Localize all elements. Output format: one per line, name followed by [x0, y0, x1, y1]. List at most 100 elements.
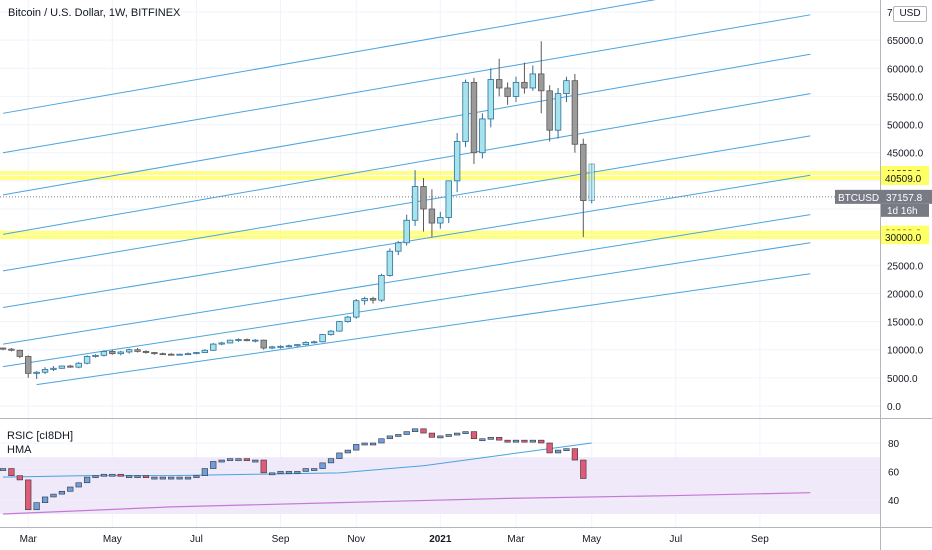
rsi-candle[interactable] [496, 437, 503, 441]
candle-body[interactable] [226, 339, 234, 344]
rsi-candle[interactable] [327, 458, 335, 464]
candle-body[interactable] [344, 316, 352, 322]
rsi-candle[interactable] [184, 476, 192, 480]
candle-body[interactable] [336, 321, 343, 332]
rsi-candle[interactable] [353, 444, 360, 451]
candle-body[interactable] [437, 217, 444, 224]
rsi-candle[interactable] [403, 431, 410, 435]
rsi-candle[interactable] [420, 428, 427, 434]
candle-body[interactable] [310, 341, 318, 344]
candle-body[interactable] [243, 339, 251, 342]
candle-body[interactable] [92, 354, 99, 357]
candle-body[interactable] [495, 79, 503, 89]
rsi-candle[interactable] [311, 468, 318, 471]
candle-body[interactable] [353, 300, 360, 318]
rsi-candle[interactable] [58, 490, 65, 495]
rsi-candle[interactable] [571, 448, 578, 461]
candle-body[interactable] [210, 343, 217, 351]
rsi-candle[interactable] [126, 475, 133, 478]
rsi-candle[interactable] [395, 434, 402, 437]
rsi-candle[interactable] [41, 496, 49, 503]
candle-body[interactable] [479, 118, 486, 154]
rsi-candle[interactable] [92, 475, 99, 478]
rsi-candle[interactable] [100, 473, 108, 477]
candle-body[interactable] [470, 81, 478, 154]
rsi-candle[interactable] [512, 439, 520, 443]
rsi-candle[interactable] [437, 435, 444, 439]
rsi-candle[interactable] [243, 458, 250, 461]
candle-body[interactable] [588, 163, 595, 201]
candle-body[interactable] [546, 90, 553, 131]
candle-body[interactable] [58, 365, 66, 369]
channel-line[interactable] [2, 135, 811, 272]
rsi-candle[interactable] [33, 502, 40, 511]
candle-body[interactable] [529, 73, 537, 89]
candle-body[interactable] [487, 79, 494, 120]
rsi-candle[interactable] [142, 475, 150, 478]
candle-body[interactable] [521, 81, 528, 89]
candle-body[interactable] [403, 219, 410, 244]
candle-body[interactable] [176, 353, 183, 356]
channel-line[interactable] [2, 14, 811, 154]
candle-body[interactable] [67, 365, 74, 368]
candle-body[interactable] [193, 352, 200, 355]
candle-body[interactable] [151, 352, 158, 355]
candle-body[interactable] [25, 356, 32, 374]
rsi-candle[interactable] [252, 459, 259, 463]
candle-body[interactable] [571, 80, 579, 145]
candle-body[interactable] [327, 330, 335, 335]
rsi-candle[interactable] [25, 479, 32, 511]
candle-body[interactable] [411, 186, 419, 221]
rsi-candle[interactable] [84, 476, 91, 484]
rsi-candle[interactable] [67, 486, 74, 492]
rsi-candle[interactable] [235, 458, 242, 461]
rsi-candle[interactable] [226, 458, 234, 461]
candle-body[interactable] [428, 208, 436, 224]
candle-body[interactable] [277, 345, 284, 348]
rsi-candle[interactable] [210, 461, 217, 469]
candle-body[interactable] [386, 250, 394, 276]
rsi-candle[interactable] [580, 459, 587, 479]
rsi-candle[interactable] [563, 448, 570, 451]
currency-selector[interactable]: USD [893, 6, 927, 22]
rsi-candle[interactable] [521, 439, 528, 443]
rsi-candle[interactable] [554, 449, 562, 454]
candle-body[interactable] [0, 347, 7, 350]
rsi-candle[interactable] [386, 435, 393, 440]
rsi-candle[interactable] [361, 442, 368, 446]
candle-body[interactable] [184, 353, 192, 356]
candle-body[interactable] [117, 351, 124, 355]
candle-body[interactable] [109, 351, 116, 355]
rsi-candle[interactable] [428, 432, 436, 438]
candle-body[interactable] [252, 339, 259, 342]
candle-body[interactable] [319, 334, 326, 343]
candle-body[interactable] [50, 367, 57, 370]
candle-body[interactable] [378, 275, 385, 301]
rsi-candle[interactable] [193, 475, 200, 478]
candle-body[interactable] [504, 87, 511, 97]
candle-body[interactable] [218, 342, 225, 345]
rsi-candle[interactable] [176, 476, 183, 480]
rsi-candle[interactable] [159, 476, 166, 480]
rsi-candle[interactable] [462, 431, 469, 434]
rsi-candle[interactable] [454, 432, 461, 436]
candle-body[interactable] [142, 351, 150, 353]
channel-line[interactable] [2, 214, 811, 345]
rsi-candle[interactable] [546, 442, 553, 454]
candle-body[interactable] [260, 339, 267, 349]
candle-body[interactable] [285, 345, 293, 348]
candle-body[interactable] [100, 351, 108, 356]
rsi-candle[interactable] [117, 473, 124, 477]
channel-line[interactable] [2, 0, 810, 114]
rsi-candle[interactable] [302, 468, 309, 472]
candle-body[interactable] [580, 143, 587, 201]
channel-line[interactable] [2, 53, 811, 196]
candle-body[interactable] [83, 356, 91, 364]
candle-body[interactable] [538, 73, 545, 92]
candle-body[interactable] [462, 81, 469, 142]
rsi-candle[interactable] [75, 482, 82, 488]
rsi-candle[interactable] [260, 459, 267, 474]
rsi-candle[interactable] [369, 442, 377, 446]
channel-line[interactable] [2, 93, 811, 235]
